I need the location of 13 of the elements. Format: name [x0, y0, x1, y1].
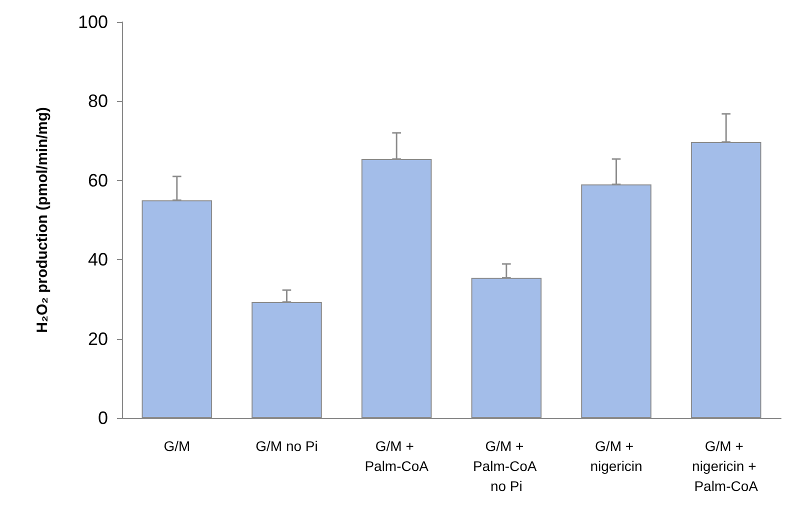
y-tick-label: 40	[88, 250, 108, 270]
x-tick-label: G/M	[164, 438, 190, 454]
y-tick-label: 0	[98, 408, 108, 428]
y-tick-label: 60	[88, 170, 108, 190]
x-tick-label: G/M + Palm-CoA no Pi	[472, 438, 540, 494]
y-tick-label: 100	[78, 12, 108, 32]
y-axis-title: H₂O₂ production (pmol/min/mg)	[34, 107, 51, 333]
x-tick-label: G/M no Pi	[256, 438, 318, 454]
x-tick-label: G/M + nigericin	[590, 438, 642, 474]
x-tick-label: G/M + Palm-CoA	[364, 438, 430, 474]
y-tick-label: 80	[88, 91, 108, 112]
y-tick-label: 20	[88, 328, 108, 349]
x-tick-label: G/M + nigericin + Palm-CoA	[692, 438, 760, 494]
